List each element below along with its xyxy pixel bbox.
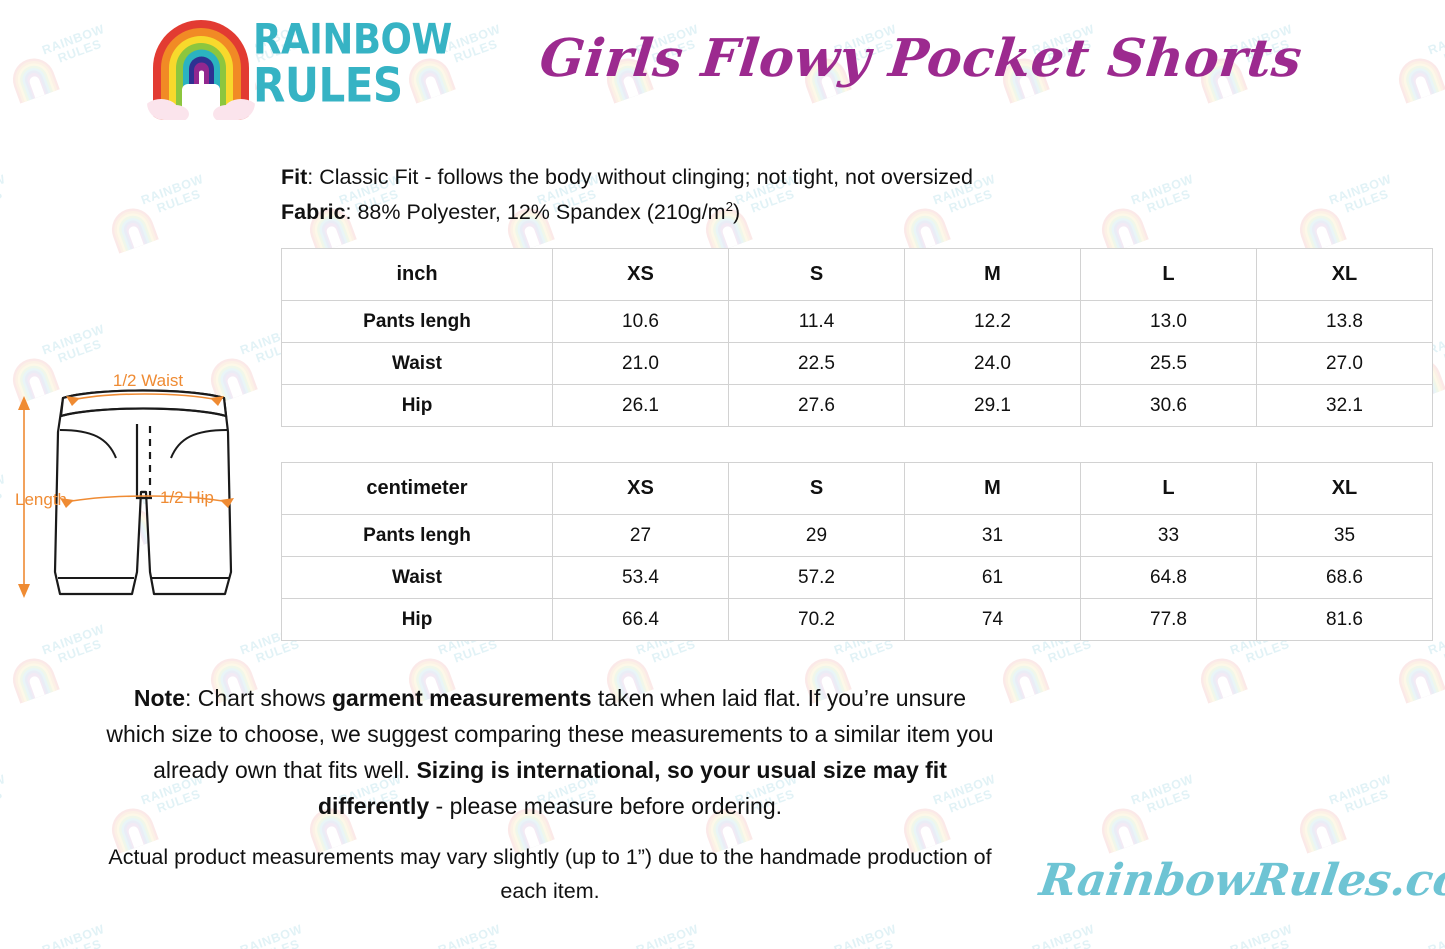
spec-fabric-value-post: ) — [733, 200, 741, 225]
cell-value: 21.0 — [552, 342, 729, 385]
spec-fit-value: : Classic Fit - follows the body without… — [307, 165, 973, 189]
size-table-centimeter: centimeter XS S M L XL Pants lengh 27 29… — [281, 462, 1433, 641]
size-header-xs: XS — [552, 248, 729, 301]
cell-value: 66.4 — [552, 598, 729, 641]
note-part2: taken when laid flat. If you’re unsure w… — [106, 685, 994, 783]
brand-wordmark-line1: RAINBOW — [253, 15, 452, 64]
table-row: Waist 21.0 22.5 24.0 25.5 27.0 — [281, 342, 1433, 385]
cell-value: 64.8 — [1080, 556, 1257, 599]
cell-value: 29 — [728, 514, 905, 557]
table-row: Pants lengh 10.6 11.4 12.2 13.0 13.8 — [281, 300, 1433, 343]
shorts-measurement-diagram: 1/2 Waist Length 1/2 Hip — [0, 371, 272, 628]
table-row: Pants lengh 27 29 31 33 35 — [281, 514, 1433, 557]
size-header-s: S — [728, 462, 905, 515]
cell-value: 77.8 — [1080, 598, 1257, 641]
row-label: Hip — [281, 598, 553, 641]
cell-value: 29.1 — [904, 384, 1081, 427]
note-label: Note — [133, 685, 185, 711]
row-label: Waist — [281, 556, 553, 599]
cell-value: 27 — [552, 514, 729, 557]
cell-value: 13.8 — [1256, 300, 1433, 343]
table-row: Hip 66.4 70.2 74 77.8 81.6 — [281, 598, 1433, 641]
spec-fabric-value-pre: : 88% Polyester, 12% Spandex (210g/m — [345, 200, 726, 225]
spec-fabric-label: Fabric — [281, 200, 346, 225]
row-label: Pants lengh — [281, 514, 553, 557]
size-header-s: S — [728, 248, 905, 301]
cell-value: 24.0 — [904, 342, 1081, 385]
cell-value: 22.5 — [728, 342, 905, 385]
cell-value: 68.6 — [1256, 556, 1433, 599]
note-paragraph: Note: Chart shows garment measurements t… — [105, 680, 995, 824]
unit-header: centimeter — [281, 462, 553, 515]
cell-value: 57.2 — [728, 556, 905, 599]
brand-wordmark-line2: RULES — [253, 57, 403, 113]
cell-value: 32.1 — [1256, 384, 1433, 427]
cell-value: 25.5 — [1080, 342, 1257, 385]
note-bold-sizing-international: Sizing is international, so your usual s… — [317, 757, 947, 819]
diagram-label-hip: 1/2 Hip — [160, 488, 214, 507]
cell-value: 10.6 — [552, 300, 729, 343]
size-header-l: L — [1080, 462, 1257, 515]
size-header-l: L — [1080, 248, 1257, 301]
table-header-row: inch XS S M L XL — [281, 248, 1433, 301]
note-bold-garment-measurements: garment measurements — [332, 685, 592, 711]
cell-value: 74 — [904, 598, 1081, 641]
brand-wordmark: RAINBOW RULES — [253, 17, 452, 113]
note-part3: - please measure before ordering. — [429, 793, 783, 819]
spec-fit-label: Fit — [281, 165, 308, 189]
table-header-row: centimeter XS S M L XL — [281, 462, 1433, 515]
size-table-inch: inch XS S M L XL Pants lengh 10.6 11.4 1… — [281, 248, 1433, 427]
table-row: Waist 53.4 57.2 61 64.8 68.6 — [281, 556, 1433, 599]
diagram-label-length: Length — [15, 490, 67, 509]
size-header-m: M — [904, 462, 1081, 515]
size-header-xl: XL — [1256, 462, 1433, 515]
diagram-label-waist: 1/2 Waist — [113, 372, 184, 390]
cell-value: 30.6 — [1080, 384, 1257, 427]
cell-value: 31 — [904, 514, 1081, 557]
cell-value: 27.6 — [728, 384, 905, 427]
spec-fabric-superscript: 2 — [725, 199, 734, 214]
row-label: Pants lengh — [281, 300, 553, 343]
cell-value: 12.2 — [904, 300, 1081, 343]
cell-value: 81.6 — [1256, 598, 1433, 641]
page-title: Girls Flowy Pocket Shorts — [536, 28, 1305, 89]
variance-paragraph: Actual product measurements may vary sli… — [108, 845, 992, 903]
spec-fabric-line: Fabric: 88% Polyester, 12% Spandex (210g… — [281, 192, 1181, 227]
cell-value: 13.0 — [1080, 300, 1257, 343]
row-label: Waist — [281, 342, 553, 385]
cell-value: 27.0 — [1256, 342, 1433, 385]
table-row: Hip 26.1 27.6 29.1 30.6 32.1 — [281, 384, 1433, 427]
row-label: Hip — [281, 384, 553, 427]
cell-value: 26.1 — [552, 384, 729, 427]
cell-value: 11.4 — [728, 300, 905, 343]
cell-value: 70.2 — [728, 598, 905, 641]
size-header-m: M — [904, 248, 1081, 301]
size-header-xl: XL — [1256, 248, 1433, 301]
unit-header: inch — [281, 248, 553, 301]
cell-value: 35 — [1256, 514, 1433, 557]
rainbow-logo-icon — [145, 10, 257, 122]
cell-value: 61 — [904, 556, 1081, 599]
product-spec-block: Fit: Classic Fit - follows the body with… — [281, 162, 1181, 227]
footer-website-url: RainbowRules.com — [1036, 855, 1445, 906]
cell-value: 33 — [1080, 514, 1257, 557]
note-part1: : Chart shows — [185, 685, 332, 711]
spec-fit-line: Fit: Classic Fit - follows the body with… — [281, 162, 1181, 192]
size-header-xs: XS — [552, 462, 729, 515]
cell-value: 53.4 — [552, 556, 729, 599]
